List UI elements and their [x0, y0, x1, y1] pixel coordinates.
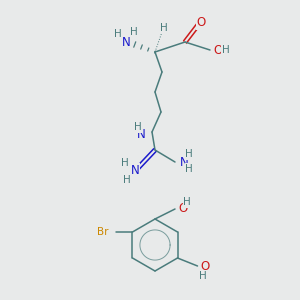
Text: O: O: [196, 16, 206, 29]
Text: O: O: [178, 202, 187, 214]
Text: N: N: [130, 164, 140, 176]
Text: H: H: [160, 23, 168, 33]
Text: H: H: [121, 158, 129, 168]
Text: N: N: [122, 35, 130, 49]
Text: O: O: [200, 260, 210, 272]
Text: H: H: [222, 45, 230, 55]
Text: N: N: [137, 128, 146, 140]
Text: H: H: [185, 164, 193, 174]
Text: O: O: [213, 44, 222, 56]
Text: H: H: [199, 271, 206, 281]
Text: Br: Br: [97, 227, 109, 237]
Text: H: H: [123, 175, 131, 185]
Text: H: H: [134, 122, 142, 132]
Text: H: H: [185, 149, 193, 159]
Text: H: H: [130, 27, 138, 37]
Text: N: N: [180, 155, 189, 169]
Text: H: H: [114, 29, 122, 39]
Text: H: H: [183, 197, 191, 207]
